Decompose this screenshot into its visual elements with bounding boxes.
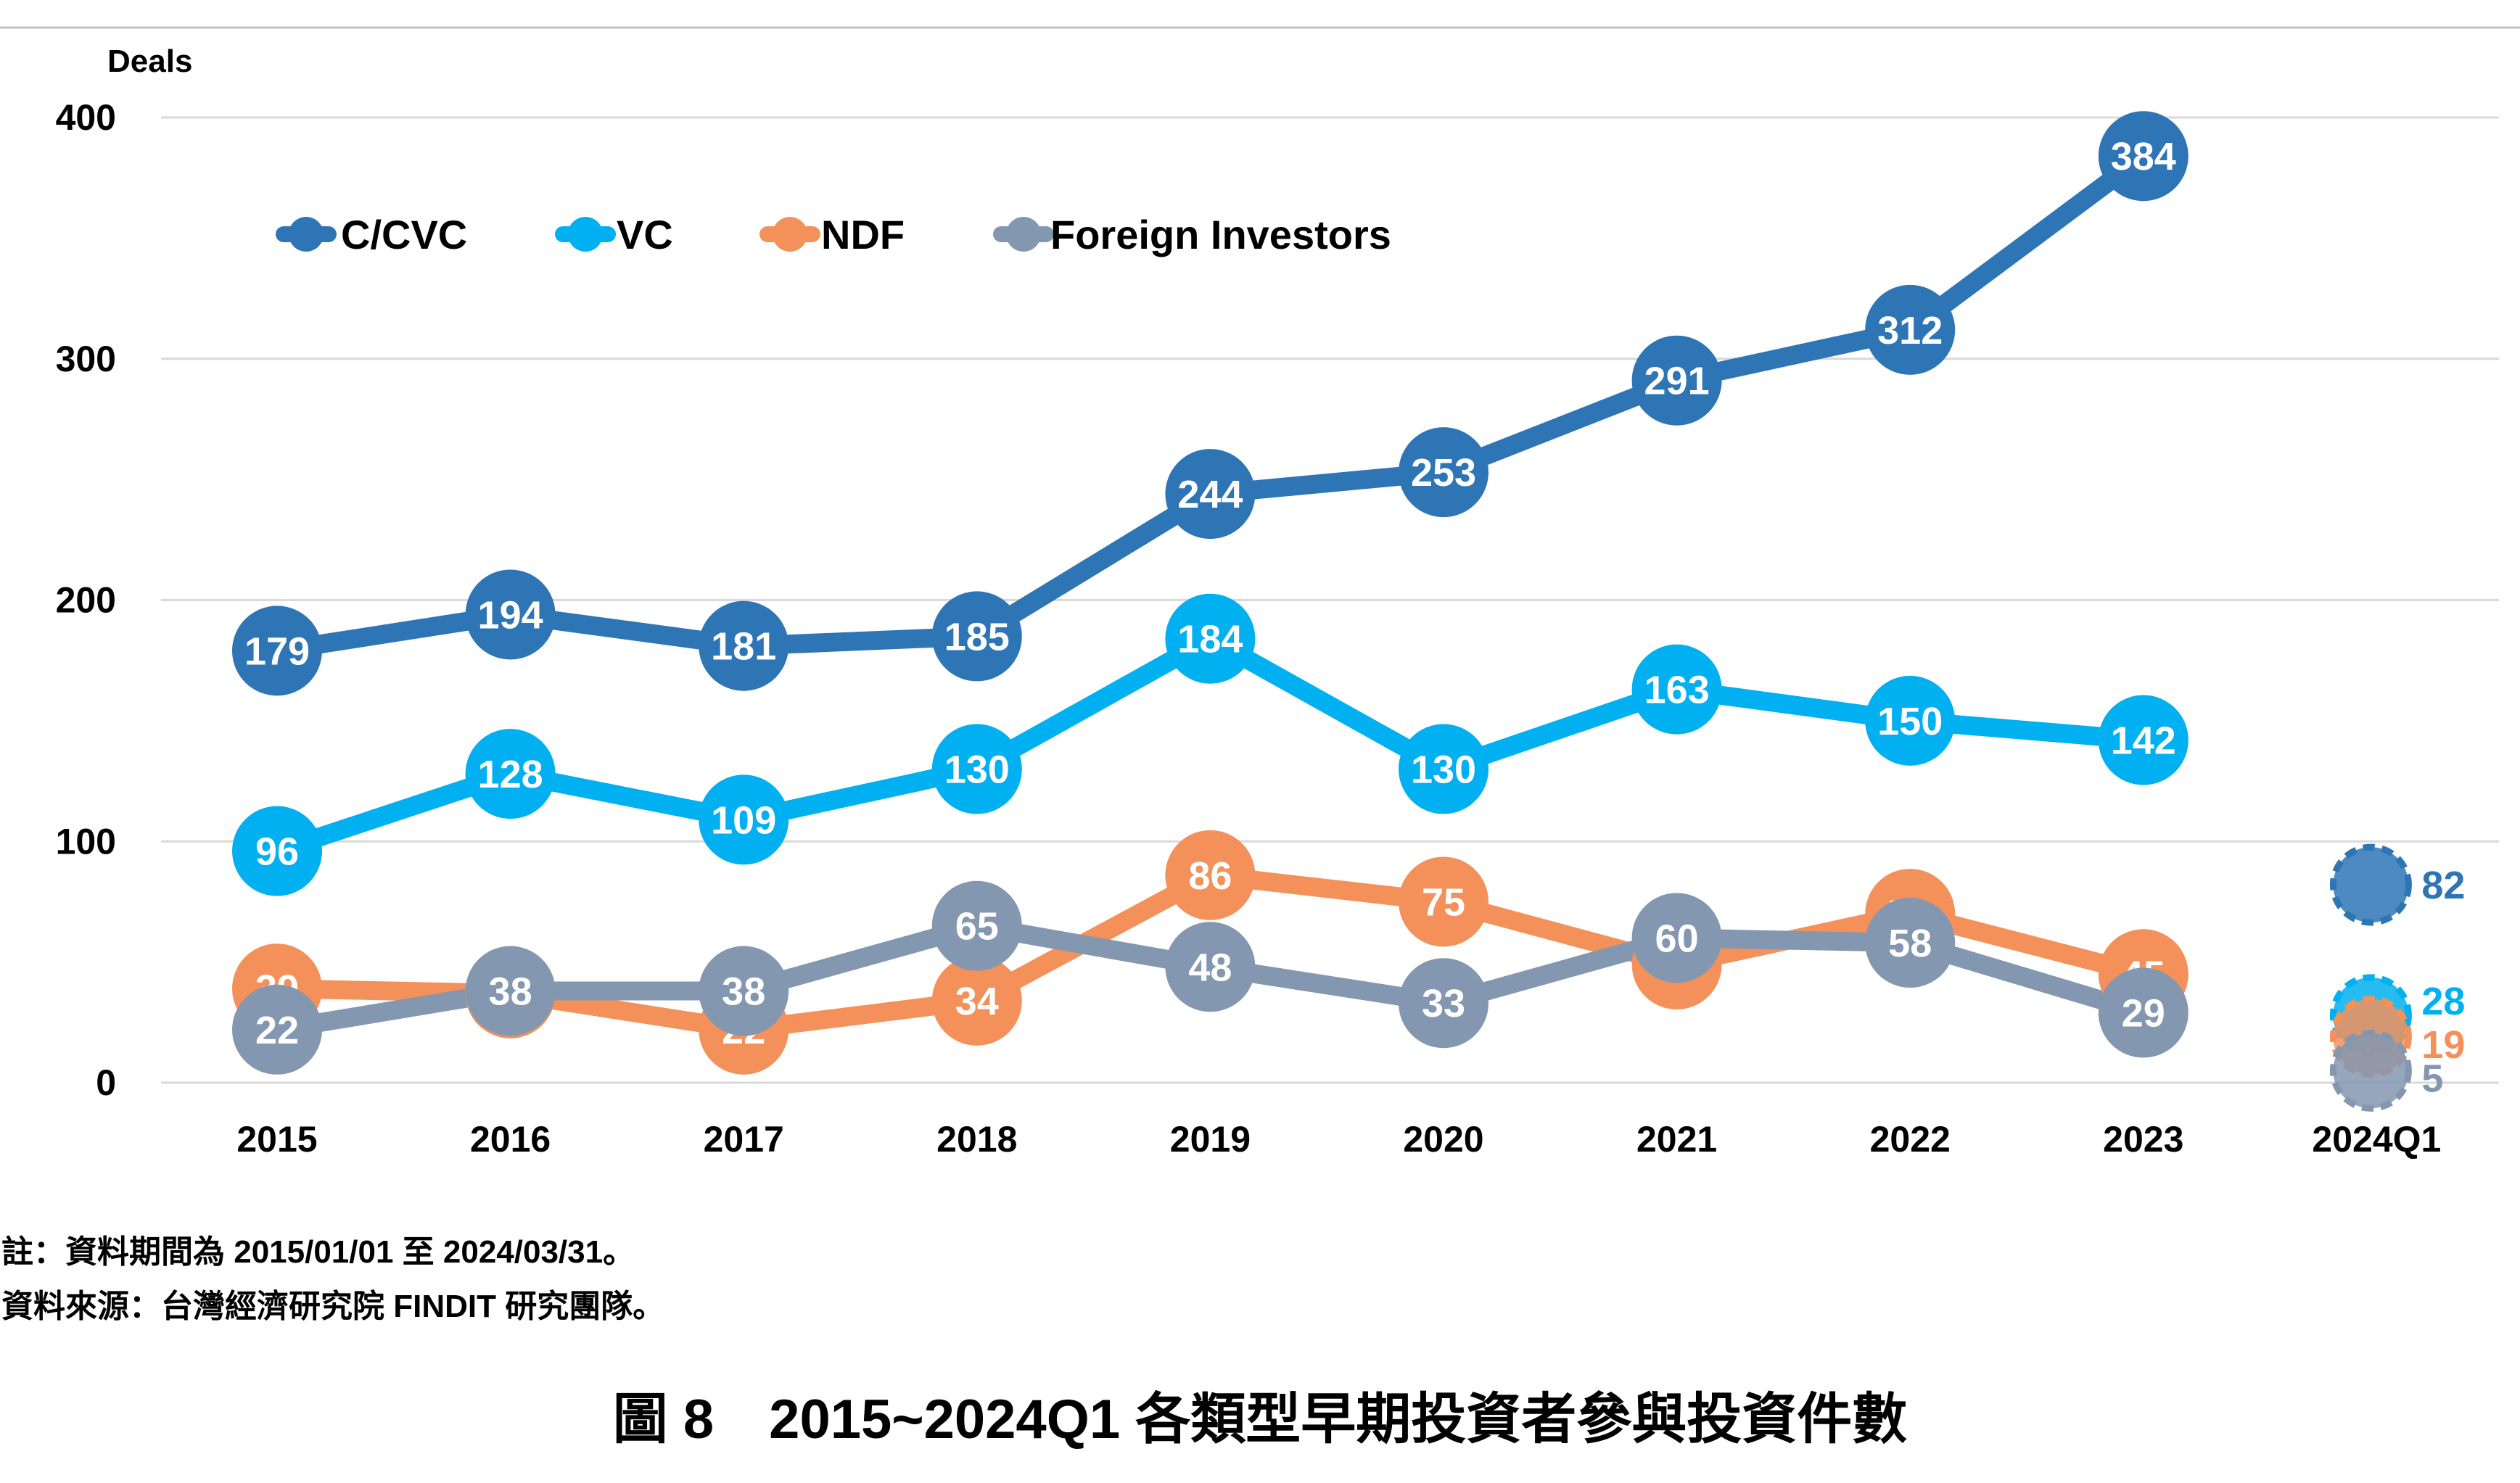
data-label: 185 bbox=[944, 615, 1010, 658]
legend-label: Foreign Investors bbox=[1050, 212, 1391, 257]
data-point bbox=[699, 774, 789, 865]
data-markers: 3937223486754970452238386548336058299612… bbox=[232, 111, 2188, 1075]
y-tick-label: 300 bbox=[56, 339, 116, 379]
data-label: 38 bbox=[489, 970, 532, 1014]
data-point bbox=[232, 806, 322, 896]
y-tick-label: 400 bbox=[56, 97, 116, 138]
data-label: 86 bbox=[1188, 854, 1232, 898]
data-label: 33 bbox=[1422, 982, 1465, 1025]
q1-data-point bbox=[2329, 1029, 2412, 1112]
data-point bbox=[1165, 830, 1256, 920]
legend-swatch-marker bbox=[289, 217, 324, 252]
legend-swatch-marker bbox=[773, 217, 807, 252]
data-point bbox=[1631, 893, 1722, 983]
data-point bbox=[2098, 111, 2188, 202]
data-point bbox=[931, 591, 1022, 682]
data-point bbox=[232, 984, 322, 1075]
data-label: 128 bbox=[478, 753, 543, 796]
note-period: 註：資料期間為 2015/01/01 至 2024/03/31。 bbox=[1, 1234, 635, 1270]
data-point bbox=[1399, 427, 1488, 518]
data-label: 291 bbox=[1644, 360, 1710, 403]
data-point bbox=[1865, 675, 1956, 766]
data-label: 163 bbox=[1644, 669, 1710, 712]
data-label: 253 bbox=[1411, 451, 1476, 495]
data-point bbox=[699, 600, 789, 691]
data-point bbox=[1865, 898, 1956, 988]
data-point bbox=[1631, 335, 1722, 426]
data-label: 96 bbox=[255, 830, 299, 874]
data-point bbox=[1399, 958, 1488, 1049]
note-source: 資料來源：台灣經濟研究院 FINDIT 研究團隊。 bbox=[1, 1289, 665, 1324]
data-point bbox=[931, 955, 1022, 1046]
data-point bbox=[465, 946, 556, 1036]
data-point bbox=[1631, 644, 1722, 735]
data-label: 184 bbox=[1177, 618, 1243, 661]
data-label: 130 bbox=[1411, 748, 1476, 791]
y-axis-label: Deals bbox=[107, 44, 192, 79]
legend: C/CVC VC NDF Foreign Investors bbox=[276, 212, 1391, 257]
data-point bbox=[2098, 967, 2188, 1058]
x-tick-label: 2023 bbox=[2103, 1119, 2183, 1160]
data-label: 179 bbox=[244, 629, 310, 673]
x-tick-label: 2021 bbox=[1636, 1119, 1717, 1160]
legend-label: VC bbox=[617, 212, 673, 257]
data-label: 65 bbox=[955, 905, 999, 949]
data-point bbox=[699, 946, 789, 1036]
data-label: 22 bbox=[255, 1009, 299, 1052]
data-label: 29 bbox=[2122, 992, 2165, 1036]
x-tick-label: 2018 bbox=[936, 1119, 1017, 1160]
y-tick-label: 100 bbox=[56, 821, 116, 862]
data-label: 150 bbox=[1877, 700, 1943, 743]
q1-data-label: 28 bbox=[2421, 980, 2465, 1023]
data-point bbox=[1865, 284, 1956, 375]
legend-label: NDF bbox=[821, 212, 905, 257]
data-label: 34 bbox=[955, 980, 999, 1023]
figure-title: 圖 8 2015~2024Q1 各類型早期投資者參與投資件數 bbox=[612, 1389, 1908, 1450]
q1-data-label: 5 bbox=[2421, 1057, 2443, 1100]
data-label: 384 bbox=[2111, 135, 2176, 178]
data-point bbox=[1165, 922, 1256, 1012]
data-point bbox=[1399, 856, 1488, 947]
data-label: 244 bbox=[1177, 473, 1243, 516]
x-tick-label: 2024Q1 bbox=[2312, 1119, 2441, 1160]
data-label: 48 bbox=[1188, 946, 1232, 989]
data-label: 312 bbox=[1877, 309, 1943, 352]
q1-data-label: 82 bbox=[2421, 864, 2465, 907]
data-label: 109 bbox=[711, 798, 776, 842]
data-point bbox=[931, 880, 1022, 971]
axes: 0 100 200 300 400 Deals 2015 2016 2017 2018 2019 20… bbox=[56, 44, 2442, 1160]
data-label: 130 bbox=[944, 748, 1010, 791]
legend-label: C/CVC bbox=[341, 212, 467, 257]
data-label: 142 bbox=[2111, 719, 2176, 762]
data-point bbox=[465, 569, 556, 660]
legend-swatch-marker bbox=[568, 217, 603, 252]
data-label: 75 bbox=[1422, 880, 1465, 924]
data-point bbox=[1399, 724, 1488, 814]
q1-data-label: 19 bbox=[2421, 1023, 2465, 1067]
data-label: 38 bbox=[722, 970, 765, 1014]
data-point bbox=[1165, 449, 1256, 540]
x-tick-label: 2022 bbox=[1870, 1119, 1951, 1160]
data-point bbox=[931, 724, 1022, 814]
x-tick-label: 2015 bbox=[236, 1119, 317, 1160]
x-tick-label: 2020 bbox=[1403, 1119, 1483, 1160]
data-label: 181 bbox=[711, 625, 776, 669]
x-tick-label: 2019 bbox=[1170, 1119, 1251, 1160]
x-tick-label: 2017 bbox=[704, 1119, 784, 1160]
data-label: 194 bbox=[478, 593, 543, 637]
data-point bbox=[1165, 593, 1256, 684]
data-label: 58 bbox=[1888, 922, 1932, 965]
data-point bbox=[2098, 695, 2188, 785]
data-label: 60 bbox=[1655, 917, 1699, 960]
legend-swatch-marker bbox=[1006, 217, 1041, 252]
y-tick-label: 200 bbox=[56, 580, 116, 621]
y-tick-label: 0 bbox=[96, 1062, 116, 1103]
data-point bbox=[232, 606, 322, 696]
data-point bbox=[465, 729, 556, 819]
x-tick-label: 2016 bbox=[470, 1119, 551, 1160]
q1-data-point bbox=[2329, 843, 2412, 926]
